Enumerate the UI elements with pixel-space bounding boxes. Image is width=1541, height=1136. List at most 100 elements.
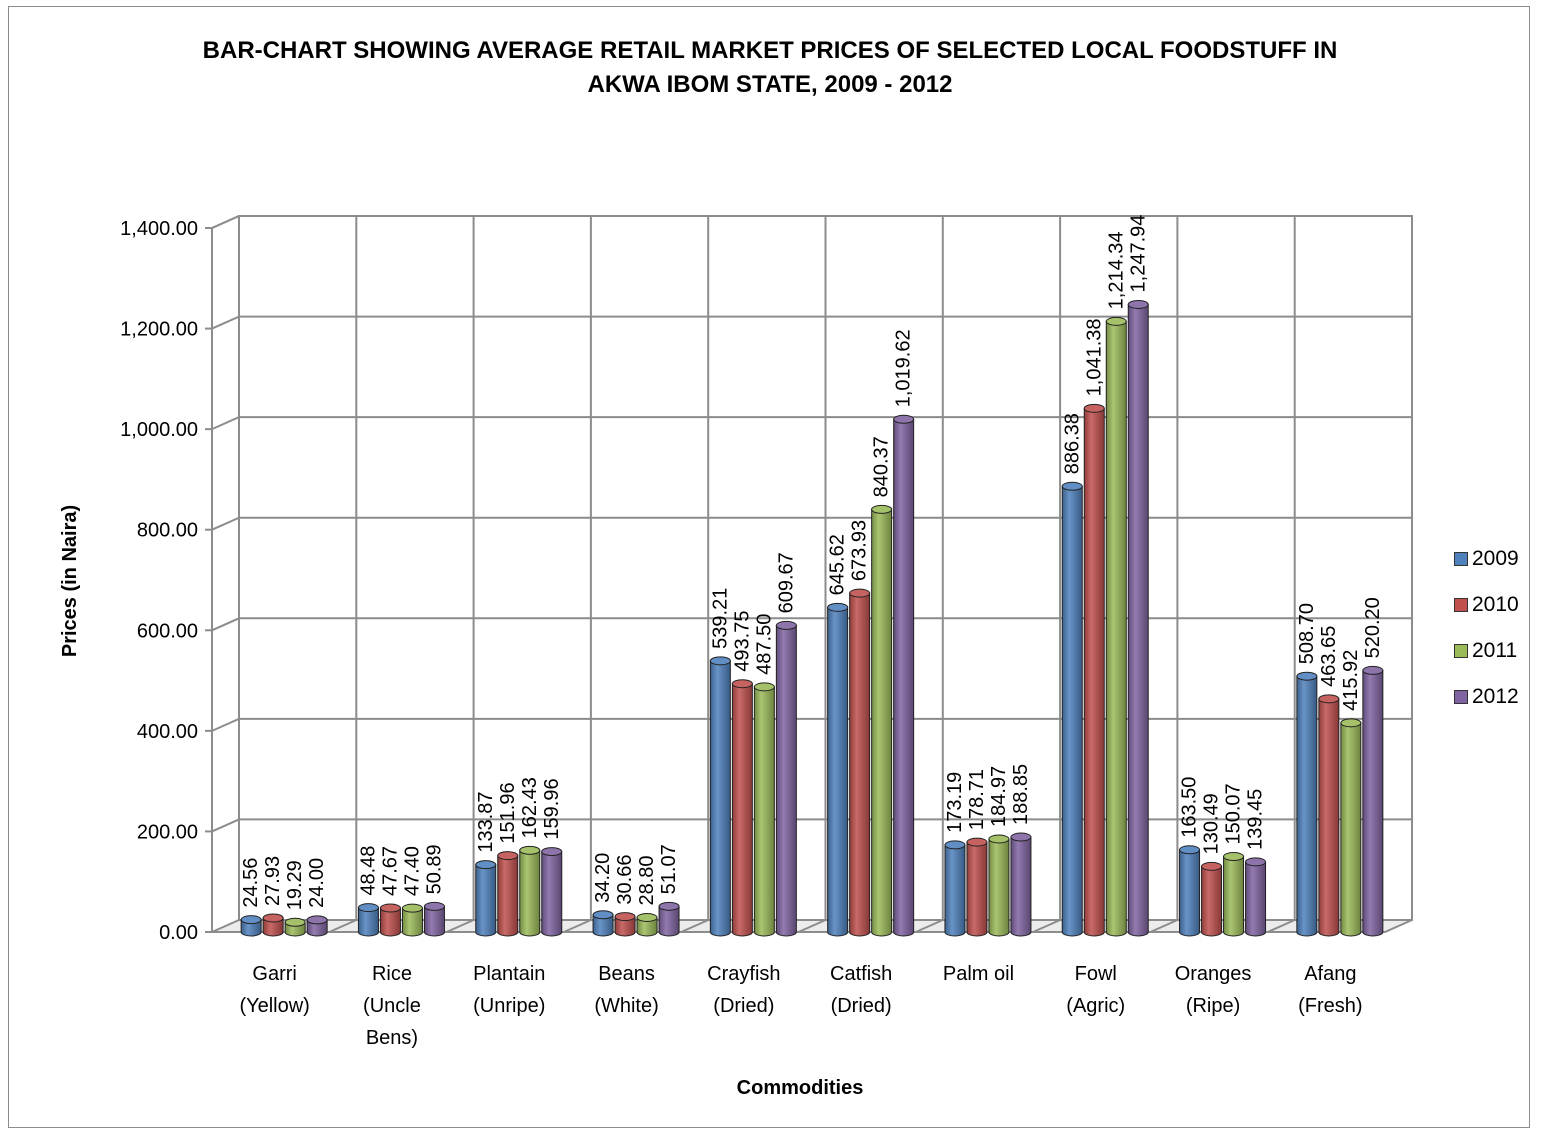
gridline-v [1267, 216, 1296, 933]
bar-2012-3 [658, 901, 680, 937]
data-label: 673.93 [849, 520, 871, 581]
y-tick-label: 600.00 [137, 620, 198, 642]
legend-swatch [1454, 552, 1468, 566]
bar-top [966, 837, 988, 847]
bar-body [988, 838, 1010, 937]
data-label: 24.56 [240, 858, 262, 908]
bar-body [1318, 698, 1340, 937]
bar-body [240, 919, 262, 937]
bar-top [1179, 845, 1201, 855]
bar-2011-2 [519, 845, 541, 937]
data-label: 27.93 [262, 856, 284, 906]
bar-body [379, 907, 401, 937]
legend-item: 2011 [1454, 628, 1519, 674]
gridline-v [1032, 216, 1062, 933]
data-label: 508.70 [1296, 603, 1318, 664]
bar-top [497, 851, 519, 861]
bar-top [592, 910, 614, 920]
data-label: 1,247.94 [1127, 215, 1149, 293]
bar-top [1362, 665, 1384, 675]
bar-2009-6 [944, 840, 966, 937]
bar-2012-0 [306, 915, 328, 937]
legend-label: 2011 [1472, 639, 1518, 662]
bar-top [379, 903, 401, 913]
bar-2010-9 [1318, 694, 1340, 937]
data-label: 162.43 [519, 777, 541, 838]
bar-2010-6 [966, 837, 988, 937]
legend-label: 2010 [1472, 593, 1519, 616]
data-label: 50.89 [423, 844, 445, 894]
x-category-label: Crayfish [707, 963, 780, 985]
gridline-h [211, 818, 1412, 833]
bar-2009-7 [1061, 481, 1083, 937]
data-label: 463.65 [1318, 626, 1340, 687]
data-label: 130.49 [1201, 793, 1223, 854]
data-label: 415.92 [1340, 650, 1362, 711]
bar-body [944, 844, 966, 937]
bar-top [240, 915, 262, 925]
bar-2011-1 [401, 903, 423, 937]
bar-body [893, 418, 915, 937]
gridline-v [1149, 216, 1179, 933]
bar-top [357, 903, 379, 913]
bar-body [636, 917, 658, 937]
bar-body [1083, 407, 1105, 937]
bar-body [423, 905, 445, 937]
bar-2012-6 [1010, 832, 1032, 937]
bar-top [636, 913, 658, 923]
x-category-label: Afang [1304, 963, 1356, 985]
bar-2010-1 [379, 903, 401, 937]
bar-top [401, 903, 423, 913]
bar-2009-5 [827, 602, 849, 937]
bar-body [475, 864, 497, 937]
bar-top [731, 679, 753, 689]
data-label: 139.45 [1245, 789, 1267, 850]
bar-2010-8 [1201, 861, 1223, 937]
bar-2009-4 [709, 656, 731, 937]
bar-top [1223, 852, 1245, 862]
bar-top [1340, 718, 1362, 728]
data-label: 28.80 [636, 855, 658, 905]
data-label: 159.96 [541, 778, 563, 839]
bar-top [1105, 316, 1127, 326]
x-category-label: (White) [594, 995, 658, 1017]
x-category-label: Garri [252, 963, 296, 985]
y-tick-label: 200.00 [137, 821, 198, 843]
data-label: 539.21 [709, 588, 731, 649]
bar-body [753, 686, 775, 937]
bar-body [401, 907, 423, 937]
bar-top [1061, 481, 1083, 491]
bar-body [592, 914, 614, 937]
data-label: 840.37 [871, 436, 893, 497]
y-tick-label: 1,200.00 [120, 319, 198, 341]
x-category-label: (Dried) [713, 995, 774, 1017]
data-label: 47.40 [401, 846, 423, 896]
gridline-v [446, 216, 475, 933]
bar-2009-1 [357, 903, 379, 937]
bar-top [893, 414, 915, 424]
bar-top [827, 602, 849, 612]
chart-frame [8, 6, 1530, 1128]
x-category-label: (Uncle [363, 995, 421, 1017]
bar-body [658, 905, 680, 937]
bar-top [262, 913, 284, 923]
bar-body [775, 624, 797, 937]
bar-top [475, 860, 497, 870]
bar-top [306, 915, 328, 925]
bar-top [284, 917, 306, 927]
x-category-label: Bens) [366, 1027, 418, 1049]
data-label: 487.50 [753, 614, 775, 675]
bar-2011-7 [1105, 316, 1127, 937]
chart-title: BAR-CHART SHOWING AVERAGE RETAIL MARKET … [140, 34, 1400, 102]
data-label: 886.38 [1061, 413, 1083, 474]
bar-body [614, 916, 636, 937]
data-label: 30.66 [614, 855, 636, 905]
bar-body [306, 919, 328, 937]
bar-2011-4 [753, 682, 775, 937]
data-label: 188.85 [1010, 764, 1032, 825]
gridline-v [680, 216, 710, 933]
data-label: 151.96 [497, 782, 519, 843]
bar-body [1201, 865, 1223, 937]
bar-top [658, 901, 680, 911]
